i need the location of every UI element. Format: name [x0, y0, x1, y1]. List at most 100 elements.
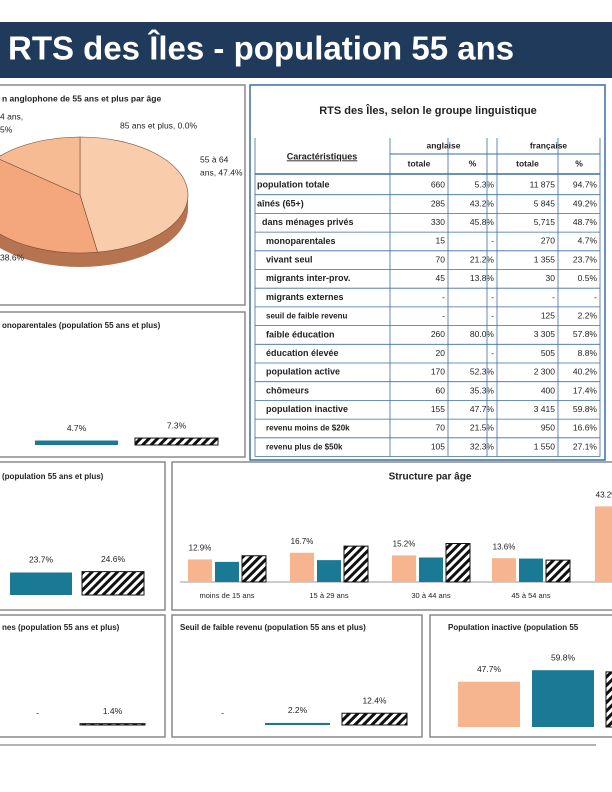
cell: 70 [436, 423, 446, 433]
x-tick-label: moins de 15 ans [199, 591, 254, 600]
cell: 43.2% [470, 198, 495, 208]
cell: - [491, 311, 494, 321]
bar-label: 24.6% [101, 554, 126, 564]
col-header: % [469, 158, 477, 168]
row-label: aînés (65+) [257, 198, 304, 208]
header-title: RTS des Îles - population 55 ans [8, 30, 514, 67]
cell: 5,715 [534, 217, 556, 227]
pie-label: 85 ans et plus, 0.0% [120, 120, 197, 130]
bar [265, 722, 330, 725]
cell: 155 [431, 404, 445, 414]
cell: 13.8% [470, 273, 495, 283]
cell: 105 [431, 441, 445, 451]
group-header: française [530, 140, 568, 150]
cell: 21.2% [470, 254, 495, 264]
cell: 15 [436, 236, 446, 246]
bar-panel [171, 614, 423, 738]
cell: 5 845 [534, 198, 556, 208]
cell: 285 [431, 198, 445, 208]
cell: 1 355 [534, 254, 556, 264]
bar-label: 2.2% [288, 705, 308, 715]
bar-panel [429, 614, 612, 738]
x-tick-label: 15 à 29 ans [309, 591, 348, 600]
panel-title: onoparentales (population 55 ans et plus… [2, 321, 161, 330]
cell: - [552, 292, 555, 302]
bar [458, 681, 520, 727]
bar [492, 558, 516, 582]
pie-slice [79, 136, 189, 253]
bar [317, 560, 341, 582]
col-header: totale [516, 158, 539, 168]
bar [79, 723, 146, 726]
age-panel [171, 461, 612, 611]
cell: 48.7% [573, 217, 598, 227]
cell: 21.5% [470, 423, 495, 433]
x-tick-label: 45 à 54 ans [511, 591, 550, 600]
cell: 17.4% [573, 385, 598, 395]
cell: 400 [541, 385, 555, 395]
cell: 45 [436, 273, 446, 283]
table-title: RTS des Îles, selon le groupe linguistiq… [319, 104, 537, 117]
cell: - [491, 236, 494, 246]
bar-label: 7.3% [167, 420, 187, 430]
cell: 49.2% [573, 198, 598, 208]
bar [545, 559, 571, 583]
row-label: seuil de faible revenu [266, 311, 347, 320]
bar-label: 23.7% [29, 555, 54, 565]
cell: 80.0% [470, 329, 495, 339]
bar [290, 552, 314, 582]
pie-label: 4 ans, [0, 111, 23, 121]
bar [605, 671, 612, 728]
cell: 40.2% [573, 367, 598, 377]
cell: 125 [541, 311, 555, 321]
bar [445, 543, 471, 583]
pie-label: ans, 47.4% [200, 167, 243, 177]
cell: - [442, 292, 445, 302]
bar [35, 440, 118, 445]
cell: 950 [541, 423, 555, 433]
row-label: monoparentales [266, 236, 336, 246]
row-label: faible éducation [266, 329, 335, 339]
bar-label: 12.9% [189, 544, 212, 553]
cell: 5.3% [475, 180, 495, 190]
bar-label: - [36, 707, 39, 717]
row-label: migrants externes [266, 292, 344, 302]
bar [241, 555, 267, 583]
pie-label: 5% [0, 124, 13, 134]
cell: 57.8% [573, 329, 598, 339]
panel-title: (population 55 ans et plus) [2, 472, 104, 481]
panel-title: Population inactive (population 55 [448, 623, 579, 632]
header-band [0, 22, 612, 78]
cell: 94.7% [573, 180, 598, 190]
cell: 260 [431, 329, 445, 339]
bar-panel [0, 614, 166, 738]
bar-label: 12.4% [362, 695, 387, 705]
cell: 8.8% [578, 348, 598, 358]
panel-title: nes (population 55 ans et plus) [2, 623, 120, 632]
cell: 0.5% [578, 273, 598, 283]
cell: 11 875 [530, 180, 556, 190]
bar-label: 1.4% [103, 706, 123, 716]
cell: 4.7% [578, 236, 598, 246]
cell: - [491, 292, 494, 302]
bar-label: 16.7% [291, 537, 314, 546]
bar [81, 571, 145, 596]
col-header: totale [408, 158, 431, 168]
row-label: revenu moins de $20k [266, 424, 350, 433]
row-label: éducation élevée [266, 348, 339, 358]
pie-label: 38.6% [0, 252, 25, 262]
bar-label: - [221, 707, 224, 717]
cell: - [491, 348, 494, 358]
cell: 59.8% [573, 404, 598, 414]
cell: 170 [431, 367, 445, 377]
bar-label: 47.7% [477, 664, 502, 674]
bar [343, 545, 369, 583]
bar [188, 559, 212, 582]
cell: 32.3% [470, 441, 495, 451]
bar [419, 557, 443, 582]
cell: 2.2% [578, 311, 598, 321]
cell: 45.8% [470, 217, 495, 227]
row-label: population totale [257, 180, 330, 190]
pie-slice [0, 136, 81, 196]
